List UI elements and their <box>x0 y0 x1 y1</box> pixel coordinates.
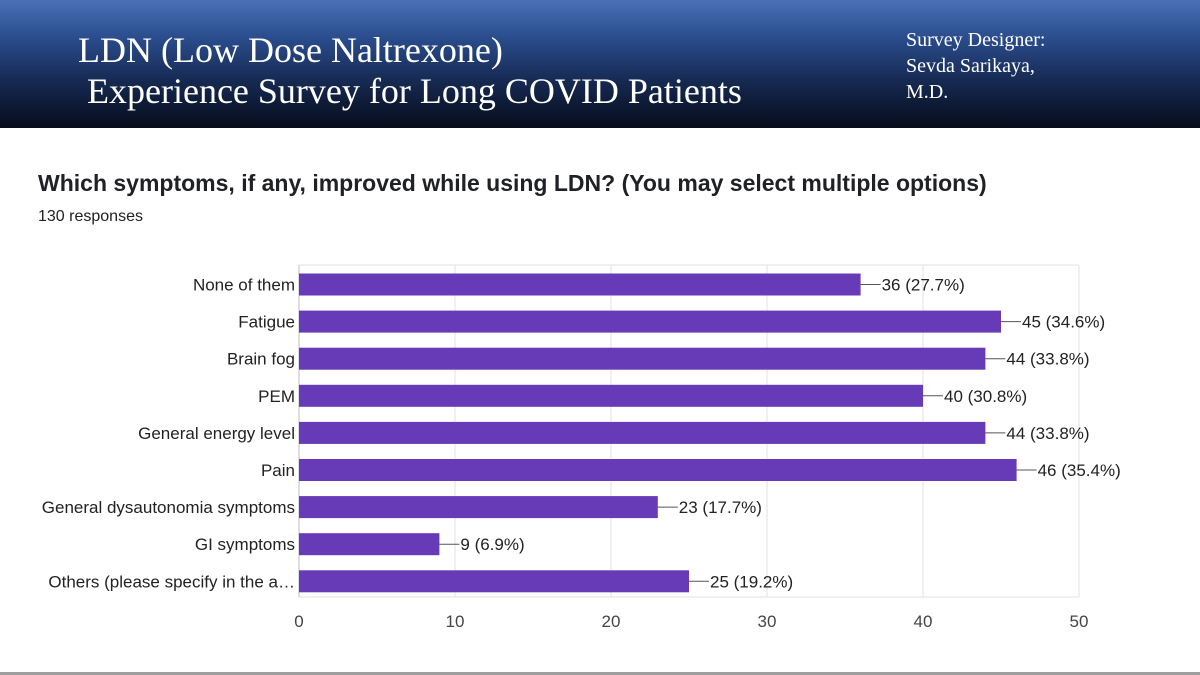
category-label: GI symptoms <box>195 535 295 554</box>
x-tick-label: 30 <box>758 612 777 631</box>
question-title: Which symptoms, if any, improved while u… <box>38 170 987 196</box>
bar <box>299 384 923 407</box>
x-tick-label: 10 <box>446 612 465 631</box>
bar <box>299 533 440 556</box>
category-label: None of them <box>193 276 295 295</box>
bar <box>299 347 986 370</box>
category-label: General dysautonomia symptoms <box>42 498 295 517</box>
data-label: 36 (27.7%) <box>882 276 965 295</box>
data-label: 40 (30.8%) <box>944 387 1027 406</box>
response-count: 130 responses <box>38 208 143 225</box>
chart-bars: 36 (27.7%) 45 (34.6%) 44 (33.8%) 40 (30.8%)… <box>299 273 1121 593</box>
data-label: 44 (33.8%) <box>1006 350 1089 369</box>
bar <box>299 459 1017 481</box>
bar <box>299 570 689 593</box>
category-label: Fatigue <box>238 313 295 332</box>
chart-category-labels: None of them Fatigue Brain fog PEM General e… <box>42 276 295 592</box>
x-tick-label: 0 <box>294 612 303 631</box>
bar <box>299 273 861 296</box>
bar <box>299 496 658 519</box>
data-label: 46 (35.4%) <box>1038 461 1121 480</box>
slide-title: LDN (Low Dose Naltrexone) Experience Sur… <box>78 30 742 111</box>
bar <box>299 421 986 444</box>
data-label: 45 (34.6%) <box>1022 313 1105 332</box>
slide-banner: LDN (Low Dose Naltrexone) Experience Sur… <box>0 0 1200 128</box>
data-label: 44 (33.8%) <box>1006 424 1089 443</box>
data-label: 25 (19.2%) <box>710 572 793 591</box>
data-label: 9 (6.9%) <box>460 535 524 554</box>
x-tick-label: 40 <box>914 612 933 631</box>
category-label: Brain fog <box>227 350 295 369</box>
category-label: Pain <box>261 461 295 480</box>
survey-designer-credit: Survey Designer: Sevda Sarikaya, M.D. <box>906 29 1046 103</box>
category-label: Others (please specify in the a… <box>48 572 295 591</box>
x-tick-label: 50 <box>1070 612 1089 631</box>
card-divider <box>0 672 1200 675</box>
chart-x-axis-ticks: 0 10 20 30 40 50 <box>294 612 1088 631</box>
x-tick-label: 20 <box>602 612 621 631</box>
bar <box>299 310 1001 333</box>
data-label: 23 (17.7%) <box>679 498 762 517</box>
category-label: General energy level <box>138 424 295 443</box>
category-label: PEM <box>258 387 295 406</box>
